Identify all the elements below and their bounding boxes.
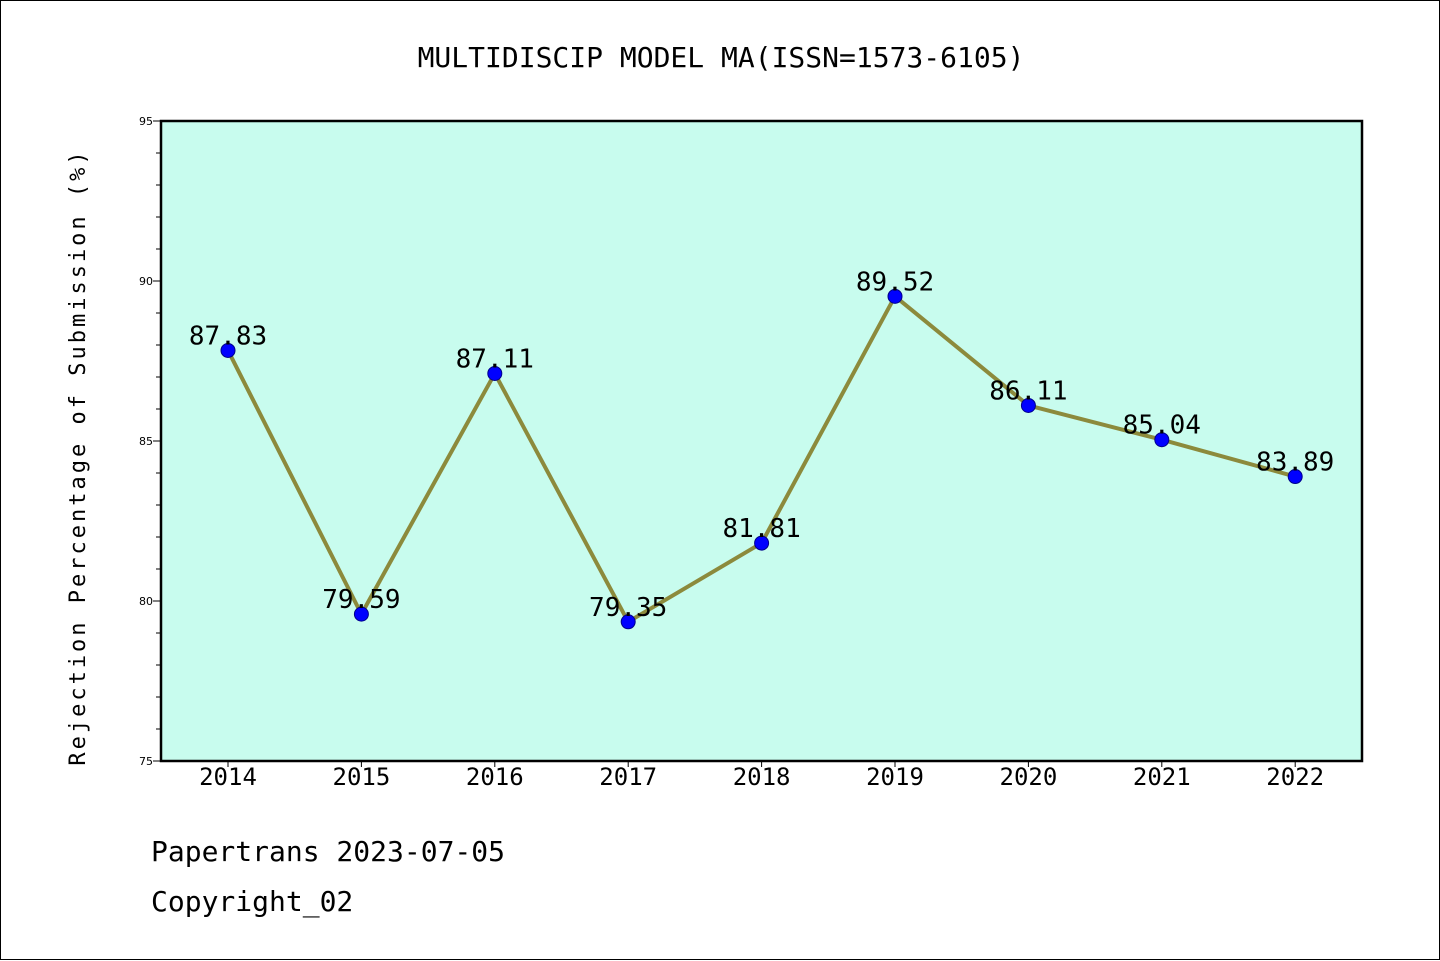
x-tick-label: 2020 — [1000, 763, 1058, 791]
y-tick-label: 90 — [139, 275, 153, 288]
data-label: 87.83 — [189, 321, 267, 351]
x-tick-label: 2022 — [1266, 763, 1324, 791]
data-point — [754, 535, 770, 551]
x-tick-label: 2014 — [199, 763, 257, 791]
data-point — [1020, 397, 1036, 413]
data-label: 87.11 — [456, 344, 534, 374]
data-point — [887, 288, 903, 304]
data-point — [353, 606, 369, 622]
data-point — [620, 614, 636, 630]
y-tick-label: 85 — [139, 435, 153, 448]
x-tick-label: 2018 — [733, 763, 791, 791]
x-tick-label: 2019 — [866, 763, 924, 791]
series-points — [220, 288, 1303, 630]
data-label: 86.11 — [989, 376, 1067, 406]
data-point — [487, 365, 503, 381]
footer-date: Papertrans 2023-07-05 — [151, 835, 506, 868]
x-tick-label: 2017 — [599, 763, 657, 791]
data-point — [1287, 469, 1303, 485]
data-point — [1154, 432, 1170, 448]
y-axis-label: Rejection Percentage of Submission (%) — [66, 148, 91, 765]
data-labels: 87.83 79.59 87.11 79.35 81.81 89.52 86.11 85.04… — [189, 267, 1334, 622]
y-axis-ticks: 75 80 85 90 95 — [139, 115, 161, 768]
x-tick-label: 2021 — [1133, 763, 1191, 791]
data-label: 81.81 — [722, 514, 800, 544]
y-tick-label: 80 — [139, 595, 153, 608]
data-label: 83.89 — [1256, 448, 1334, 478]
data-label: 85.04 — [1123, 411, 1201, 441]
data-label: 79.59 — [322, 585, 400, 615]
x-tick-label: 2016 — [466, 763, 524, 791]
plot-area — [159, 119, 1364, 763]
data-point — [220, 342, 236, 358]
y-tick-label: 75 — [139, 755, 153, 768]
x-axis-ticks: 2014 2015 2016 2017 2018 2019 2020 2021 2022 — [199, 761, 1324, 791]
data-label: 89.52 — [856, 267, 934, 297]
chart-title: MULTIDISCIP MODEL MA(ISSN=1573-6105) — [418, 41, 1025, 74]
x-tick-label: 2015 — [333, 763, 391, 791]
y-tick-label: 95 — [139, 115, 153, 128]
footer-copyright: Copyright_02 — [151, 885, 354, 918]
data-label: 79.35 — [589, 593, 667, 623]
